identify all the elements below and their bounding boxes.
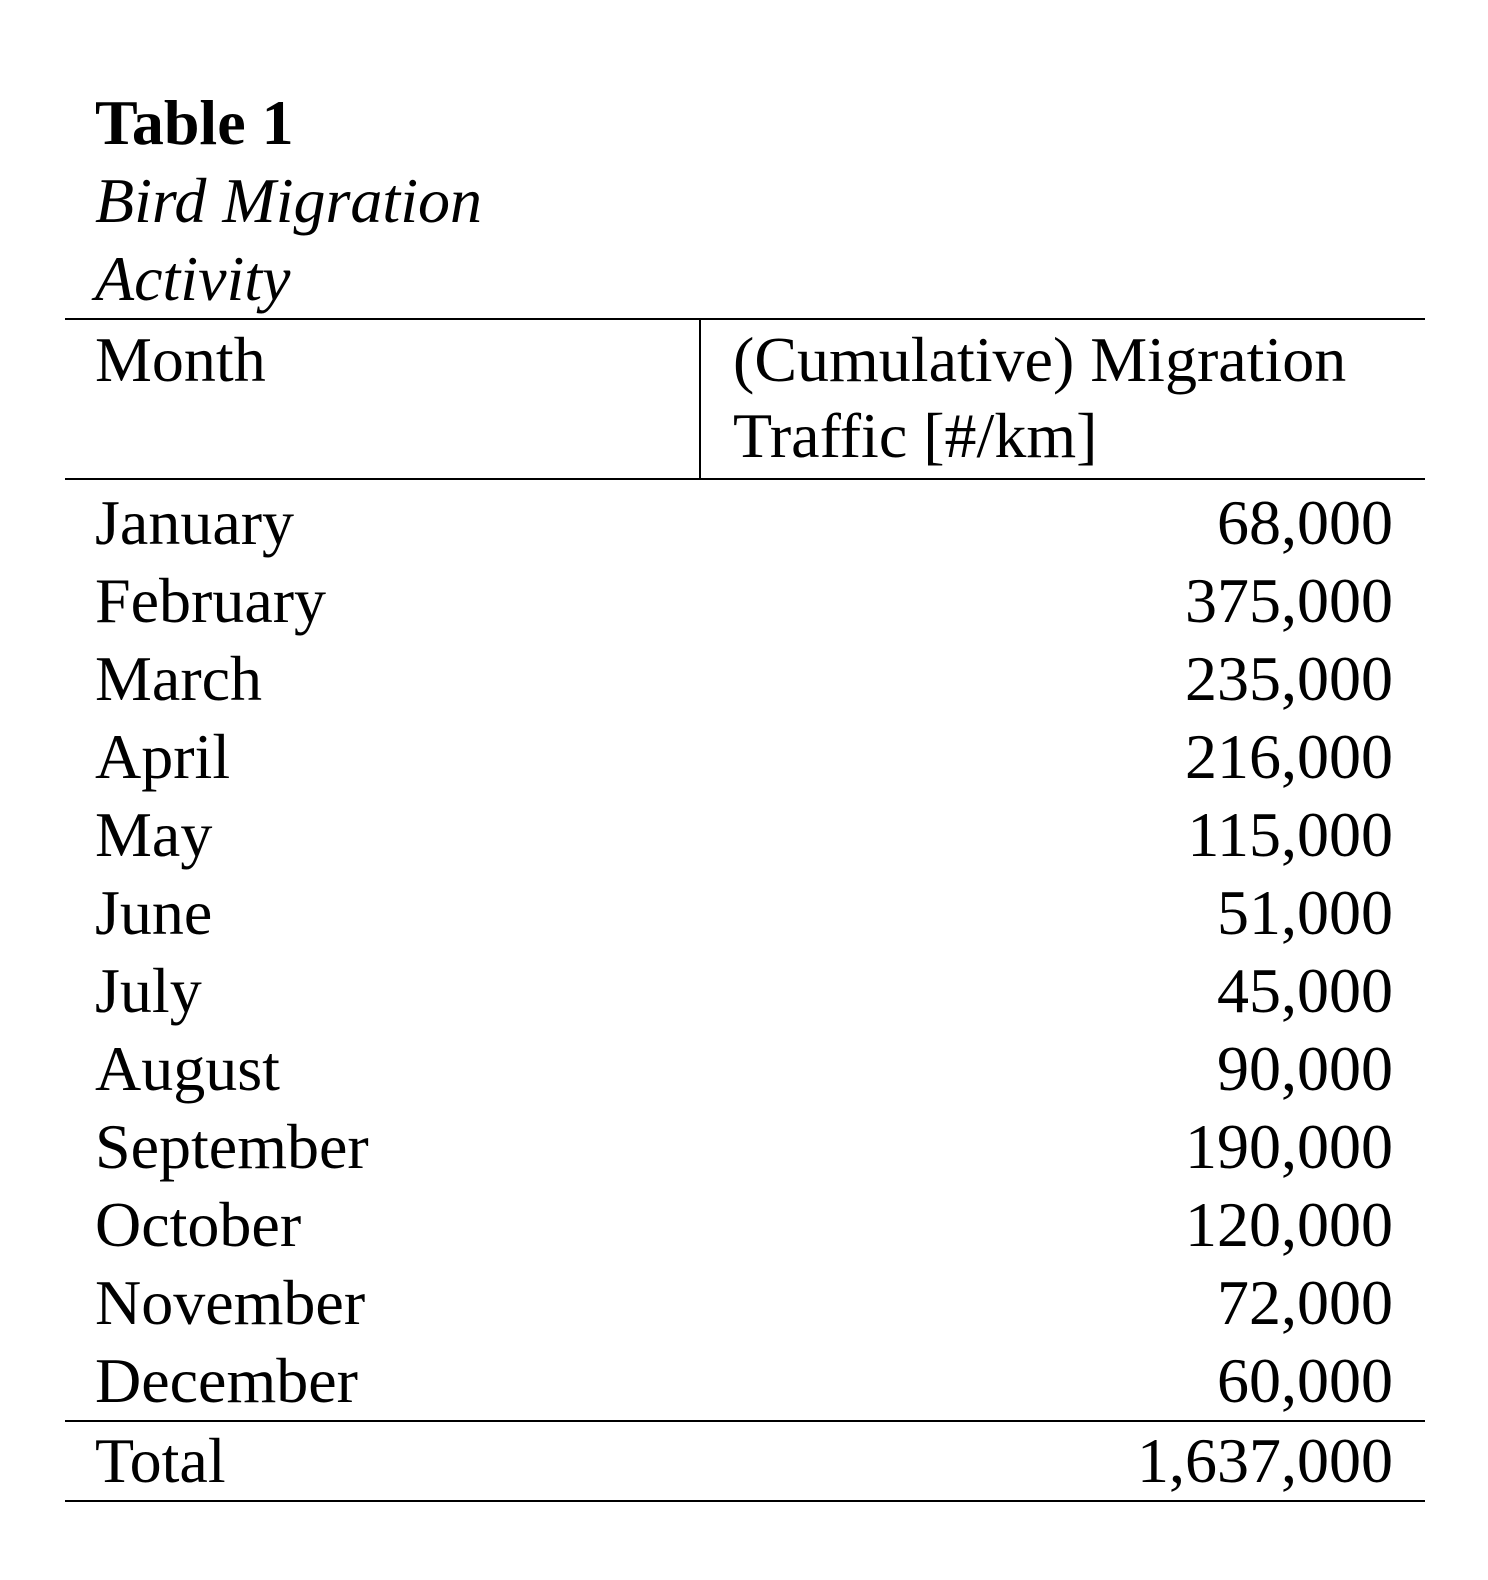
table-row: January 68,000 — [65, 479, 1425, 562]
value-cell: 45,000 — [1217, 955, 1393, 1026]
month-cell: September — [95, 1111, 369, 1182]
table-body: January 68,000 February 375,000 March 23… — [65, 479, 1425, 1421]
month-cell: May — [95, 799, 213, 870]
month-cell: January — [95, 487, 295, 558]
value-cell: 68,000 — [1217, 487, 1393, 558]
table-row: April 216,000 — [65, 718, 1425, 796]
month-cell: February — [95, 565, 327, 636]
table-row: July 45,000 — [65, 952, 1425, 1030]
month-cell: December — [95, 1345, 358, 1416]
table-row: February 375,000 — [65, 562, 1425, 640]
table-row: September 190,000 — [65, 1108, 1425, 1186]
table-footer: Total 1,637,000 — [65, 1421, 1425, 1501]
month-cell: August — [95, 1033, 280, 1104]
value-cell: 72,000 — [1217, 1267, 1393, 1338]
value-cell: 375,000 — [1185, 565, 1393, 636]
month-cell: October — [95, 1189, 302, 1260]
value-cell: 60,000 — [1217, 1345, 1393, 1416]
value-cell: 120,000 — [1185, 1189, 1393, 1260]
table-block: Table 1 Bird Migration Activity Month (C… — [65, 84, 1425, 1502]
table-row: November 72,000 — [65, 1264, 1425, 1342]
table-header: Month (Cumulative) Migration Traffic [#/… — [65, 319, 1425, 479]
header-row: Month (Cumulative) Migration Traffic [#/… — [65, 319, 1425, 479]
table-row: March 235,000 — [65, 640, 1425, 718]
month-cell: July — [95, 955, 202, 1026]
month-cell: June — [95, 877, 213, 948]
value-cell: 235,000 — [1185, 643, 1393, 714]
table-title: Bird Migration Activity — [95, 165, 482, 314]
header-traffic: (Cumulative) Migration Traffic [#/km] — [699, 319, 1425, 479]
value-cell: 190,000 — [1185, 1111, 1393, 1182]
value-cell: 216,000 — [1185, 721, 1393, 792]
table-number: Table 1 — [95, 87, 294, 158]
value-cell: 115,000 — [1187, 799, 1393, 870]
table-row: August 90,000 — [65, 1030, 1425, 1108]
value-cell: 90,000 — [1217, 1033, 1393, 1104]
month-cell: March — [95, 643, 263, 714]
month-cell: April — [95, 721, 231, 792]
month-cell: November — [95, 1267, 366, 1338]
total-value: 1,637,000 — [1137, 1425, 1393, 1496]
table-row: May 115,000 — [65, 796, 1425, 874]
value-cell: 51,000 — [1217, 877, 1393, 948]
migration-table: Month (Cumulative) Migration Traffic [#/… — [65, 318, 1425, 1502]
table-row: June 51,000 — [65, 874, 1425, 952]
table-row: October 120,000 — [65, 1186, 1425, 1264]
table-row: December 60,000 — [65, 1342, 1425, 1421]
total-label: Total — [95, 1425, 226, 1496]
total-row: Total 1,637,000 — [65, 1421, 1425, 1501]
header-month: Month — [95, 324, 266, 395]
